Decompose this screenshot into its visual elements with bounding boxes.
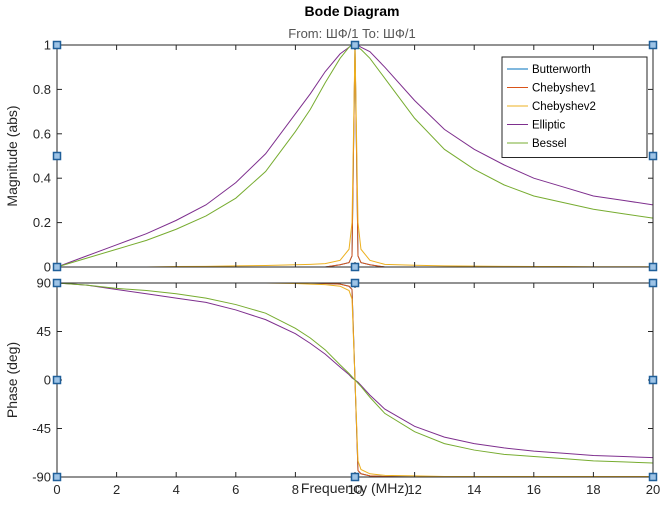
phase-selection-handle[interactable] [52,375,62,385]
magnitude-selection-handle[interactable] [52,262,62,272]
x-tick-label: 16 [527,482,541,497]
magnitude-axis-label: Magnitude (abs) [4,105,20,206]
x-axis-label: Frequency (MHz) [301,480,409,496]
chart-title: Bode Diagram [305,3,400,19]
legend-label-bessel: Bessel [532,138,567,150]
legend-item-butterworth[interactable]: Butterworth [507,64,591,76]
magnitude-y-tick-label: 1 [44,38,51,53]
legend-box [501,56,648,158]
phase-series-bessel [56,282,654,464]
magnitude-y-tick-label: 0.6 [33,126,51,141]
magnitude-y-tick-label: 0 [44,260,51,275]
legend-item-chebyshev1[interactable]: Chebyshev1 [507,83,596,95]
magnitude-selection-handle[interactable] [648,40,658,50]
legend[interactable]: Butterworth Chebyshev1 Chebyshev2 Elliptic B… [501,56,648,158]
phase-selection-handle[interactable] [350,278,360,288]
magnitude-selection-handle[interactable] [350,262,360,272]
magnitude-y-tick-label: 0.4 [33,171,51,186]
magnitude-selection-handle[interactable] [648,151,658,161]
phase-selection-handle[interactable] [648,472,658,482]
legend-item-elliptic[interactable]: Elliptic [507,120,565,132]
x-tick-label: 12 [407,482,421,497]
phase-selection-handle[interactable] [648,375,658,385]
phase-selection-handle[interactable] [52,472,62,482]
x-tick-label: 20 [646,482,660,497]
phase-y-tick-label: 45 [37,324,51,339]
magnitude-series-chebyshev2 [57,44,653,268]
legend-label-chebyshev2: Chebyshev2 [532,101,596,113]
x-tick-label: 2 [113,482,120,497]
x-tick-label: 8 [292,482,299,497]
phase-y-tick-label: 0 [44,373,51,388]
magnitude-selection-handle[interactable] [52,40,62,50]
chart-subtitle: From: ШФ/1 To: ШФ/1 [288,26,415,41]
legend-item-bessel[interactable]: Bessel [507,138,567,150]
x-tick-label: 0 [53,482,60,497]
selection-handles[interactable] [52,40,658,482]
phase-y-tick-label: -90 [32,470,51,485]
magnitude-y-tick-label: 0.8 [33,82,51,97]
phase-y-tick-label: 90 [37,276,51,291]
phase-axis-label: Phase (deg) [4,342,20,418]
x-tick-label: 18 [586,482,600,497]
magnitude-selection-handle[interactable] [52,151,62,161]
legend-label-butterworth: Butterworth [532,64,591,76]
phase-selection-handle[interactable] [648,278,658,288]
legend-label-chebyshev1: Chebyshev1 [532,83,596,95]
phase-y-tick-label: -45 [32,421,51,436]
phase-selection-handle[interactable] [350,472,360,482]
phase-selection-handle[interactable] [52,278,62,288]
x-tick-label: 10 [348,482,362,497]
magnitude-y-tick-label: 0.2 [33,215,51,230]
legend-label-elliptic: Elliptic [532,120,565,132]
magnitude-selection-handle[interactable] [350,40,360,50]
magnitude-selection-handle[interactable] [648,262,658,272]
x-tick-label: 6 [232,482,239,497]
x-tick-label: 4 [173,482,180,497]
legend-item-chebyshev2[interactable]: Chebyshev2 [507,101,596,113]
x-tick-label: 14 [467,482,481,497]
